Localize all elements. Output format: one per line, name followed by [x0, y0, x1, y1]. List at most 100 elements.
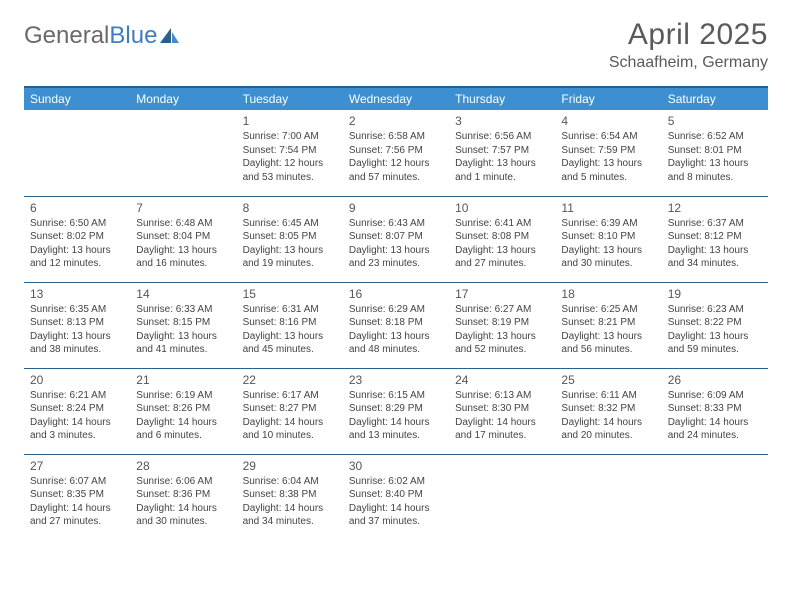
- daylight-text: Daylight: 13 hours and 59 minutes.: [668, 330, 762, 357]
- sunrise-text: Sunrise: 6:52 AM: [668, 130, 762, 144]
- sunset-text: Sunset: 8:21 PM: [561, 316, 655, 330]
- sunset-text: Sunset: 8:38 PM: [243, 488, 337, 502]
- calendar-day-cell: [449, 454, 555, 540]
- daylight-text: Daylight: 12 hours and 53 minutes.: [243, 157, 337, 184]
- calendar-day-cell: 14Sunrise: 6:33 AMSunset: 8:15 PMDayligh…: [130, 282, 236, 368]
- sunrise-text: Sunrise: 6:35 AM: [30, 303, 124, 317]
- day-number: 20: [30, 372, 124, 388]
- weekday-header: Tuesday: [237, 87, 343, 110]
- sunrise-text: Sunrise: 6:37 AM: [668, 217, 762, 231]
- daylight-text: Daylight: 13 hours and 52 minutes.: [455, 330, 549, 357]
- calendar-day-cell: 29Sunrise: 6:04 AMSunset: 8:38 PMDayligh…: [237, 454, 343, 540]
- sunset-text: Sunset: 8:32 PM: [561, 402, 655, 416]
- day-number: 26: [668, 372, 762, 388]
- sunrise-text: Sunrise: 6:50 AM: [30, 217, 124, 231]
- sunset-text: Sunset: 8:10 PM: [561, 230, 655, 244]
- sunset-text: Sunset: 8:24 PM: [30, 402, 124, 416]
- calendar-day-cell: 30Sunrise: 6:02 AMSunset: 8:40 PMDayligh…: [343, 454, 449, 540]
- sunset-text: Sunset: 8:07 PM: [349, 230, 443, 244]
- sunset-text: Sunset: 8:26 PM: [136, 402, 230, 416]
- calendar-day-cell: 18Sunrise: 6:25 AMSunset: 8:21 PMDayligh…: [555, 282, 661, 368]
- weekday-header: Friday: [555, 87, 661, 110]
- daylight-text: Daylight: 14 hours and 37 minutes.: [349, 502, 443, 529]
- sunset-text: Sunset: 8:36 PM: [136, 488, 230, 502]
- day-number: 3: [455, 113, 549, 129]
- sunset-text: Sunset: 8:29 PM: [349, 402, 443, 416]
- sunset-text: Sunset: 8:40 PM: [349, 488, 443, 502]
- sunset-text: Sunset: 8:12 PM: [668, 230, 762, 244]
- title-block: April 2025 Schaafheim, Germany: [609, 18, 768, 72]
- calendar-week-row: 20Sunrise: 6:21 AMSunset: 8:24 PMDayligh…: [24, 368, 768, 454]
- calendar-day-cell: 11Sunrise: 6:39 AMSunset: 8:10 PMDayligh…: [555, 196, 661, 282]
- sunrise-text: Sunrise: 6:13 AM: [455, 389, 549, 403]
- daylight-text: Daylight: 13 hours and 48 minutes.: [349, 330, 443, 357]
- sunset-text: Sunset: 8:27 PM: [243, 402, 337, 416]
- calendar-body: 1Sunrise: 7:00 AMSunset: 7:54 PMDaylight…: [24, 110, 768, 540]
- sunrise-text: Sunrise: 6:06 AM: [136, 475, 230, 489]
- calendar-week-row: 27Sunrise: 6:07 AMSunset: 8:35 PMDayligh…: [24, 454, 768, 540]
- calendar-day-cell: 21Sunrise: 6:19 AMSunset: 8:26 PMDayligh…: [130, 368, 236, 454]
- daylight-text: Daylight: 14 hours and 13 minutes.: [349, 416, 443, 443]
- sunrise-text: Sunrise: 6:07 AM: [30, 475, 124, 489]
- calendar-day-cell: 7Sunrise: 6:48 AMSunset: 8:04 PMDaylight…: [130, 196, 236, 282]
- calendar-day-cell: 4Sunrise: 6:54 AMSunset: 7:59 PMDaylight…: [555, 110, 661, 196]
- daylight-text: Daylight: 13 hours and 38 minutes.: [30, 330, 124, 357]
- daylight-text: Daylight: 13 hours and 45 minutes.: [243, 330, 337, 357]
- weekday-header: Monday: [130, 87, 236, 110]
- calendar-day-cell: 23Sunrise: 6:15 AMSunset: 8:29 PMDayligh…: [343, 368, 449, 454]
- calendar-day-cell: 22Sunrise: 6:17 AMSunset: 8:27 PMDayligh…: [237, 368, 343, 454]
- calendar-day-cell: 20Sunrise: 6:21 AMSunset: 8:24 PMDayligh…: [24, 368, 130, 454]
- sunrise-text: Sunrise: 6:19 AM: [136, 389, 230, 403]
- sunset-text: Sunset: 8:16 PM: [243, 316, 337, 330]
- day-number: 13: [30, 286, 124, 302]
- sunset-text: Sunset: 8:08 PM: [455, 230, 549, 244]
- day-number: 7: [136, 200, 230, 216]
- calendar-day-cell: 16Sunrise: 6:29 AMSunset: 8:18 PMDayligh…: [343, 282, 449, 368]
- day-number: 11: [561, 200, 655, 216]
- sunrise-text: Sunrise: 6:23 AM: [668, 303, 762, 317]
- sunrise-text: Sunrise: 6:33 AM: [136, 303, 230, 317]
- day-number: 14: [136, 286, 230, 302]
- daylight-text: Daylight: 13 hours and 23 minutes.: [349, 244, 443, 271]
- weekday-header: Sunday: [24, 87, 130, 110]
- calendar-day-cell: 10Sunrise: 6:41 AMSunset: 8:08 PMDayligh…: [449, 196, 555, 282]
- daylight-text: Daylight: 13 hours and 12 minutes.: [30, 244, 124, 271]
- daylight-text: Daylight: 14 hours and 3 minutes.: [30, 416, 124, 443]
- calendar-day-cell: 19Sunrise: 6:23 AMSunset: 8:22 PMDayligh…: [662, 282, 768, 368]
- calendar-day-cell: [662, 454, 768, 540]
- daylight-text: Daylight: 13 hours and 8 minutes.: [668, 157, 762, 184]
- sunrise-text: Sunrise: 6:04 AM: [243, 475, 337, 489]
- day-number: 22: [243, 372, 337, 388]
- daylight-text: Daylight: 13 hours and 5 minutes.: [561, 157, 655, 184]
- calendar-day-cell: 26Sunrise: 6:09 AMSunset: 8:33 PMDayligh…: [662, 368, 768, 454]
- calendar-day-cell: 6Sunrise: 6:50 AMSunset: 8:02 PMDaylight…: [24, 196, 130, 282]
- day-number: 29: [243, 458, 337, 474]
- sunrise-text: Sunrise: 6:27 AM: [455, 303, 549, 317]
- day-number: 8: [243, 200, 337, 216]
- daylight-text: Daylight: 13 hours and 41 minutes.: [136, 330, 230, 357]
- calendar-day-cell: 15Sunrise: 6:31 AMSunset: 8:16 PMDayligh…: [237, 282, 343, 368]
- calendar-day-cell: 12Sunrise: 6:37 AMSunset: 8:12 PMDayligh…: [662, 196, 768, 282]
- month-title: April 2025: [609, 18, 768, 52]
- header: GeneralBlue April 2025 Schaafheim, Germa…: [24, 18, 768, 72]
- daylight-text: Daylight: 14 hours and 20 minutes.: [561, 416, 655, 443]
- daylight-text: Daylight: 13 hours and 19 minutes.: [243, 244, 337, 271]
- sunset-text: Sunset: 7:56 PM: [349, 144, 443, 158]
- day-number: 17: [455, 286, 549, 302]
- calendar-day-cell: 13Sunrise: 6:35 AMSunset: 8:13 PMDayligh…: [24, 282, 130, 368]
- sunset-text: Sunset: 8:33 PM: [668, 402, 762, 416]
- daylight-text: Daylight: 14 hours and 6 minutes.: [136, 416, 230, 443]
- day-number: 18: [561, 286, 655, 302]
- day-number: 9: [349, 200, 443, 216]
- daylight-text: Daylight: 12 hours and 57 minutes.: [349, 157, 443, 184]
- calendar-day-cell: 17Sunrise: 6:27 AMSunset: 8:19 PMDayligh…: [449, 282, 555, 368]
- sunrise-text: Sunrise: 6:56 AM: [455, 130, 549, 144]
- calendar-week-row: 1Sunrise: 7:00 AMSunset: 7:54 PMDaylight…: [24, 110, 768, 196]
- location-label: Schaafheim, Germany: [609, 54, 768, 72]
- brand-logo: GeneralBlue: [24, 22, 181, 50]
- sunset-text: Sunset: 8:01 PM: [668, 144, 762, 158]
- sunset-text: Sunset: 8:13 PM: [30, 316, 124, 330]
- brand-part1: General: [24, 22, 109, 50]
- sunset-text: Sunset: 7:57 PM: [455, 144, 549, 158]
- sunrise-text: Sunrise: 6:21 AM: [30, 389, 124, 403]
